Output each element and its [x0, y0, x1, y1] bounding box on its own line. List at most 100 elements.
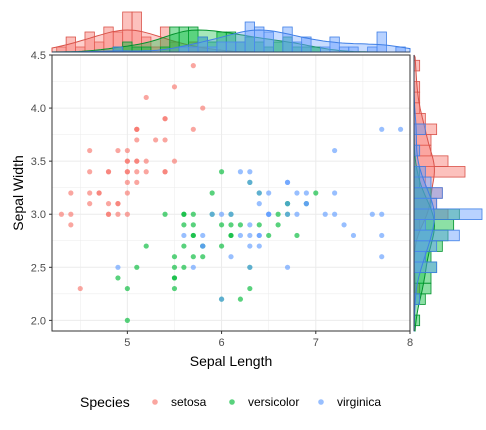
point-setosa	[153, 137, 159, 143]
point-versicolor	[275, 211, 281, 217]
point-setosa	[134, 179, 140, 185]
point-versicolor	[247, 285, 253, 292]
point-virginica	[266, 211, 272, 217]
point-versicolor	[143, 243, 149, 249]
point-virginica	[209, 211, 215, 217]
point-virginica	[228, 211, 234, 217]
point-versicolor	[275, 222, 281, 228]
y-tick-label: 2.5	[31, 262, 46, 274]
point-versicolor	[115, 275, 121, 281]
point-virginica	[247, 264, 253, 270]
point-setosa	[124, 211, 130, 217]
point-setosa	[134, 169, 140, 175]
point-virginica	[218, 296, 225, 302]
point-versicolor	[181, 211, 187, 217]
top-marginal-histogram	[51, 11, 411, 53]
point-virginica	[190, 264, 196, 270]
plot-border	[51, 54, 411, 332]
point-setosa	[200, 105, 206, 111]
y-tick-label: 2.0	[31, 315, 46, 327]
point-virginica	[247, 243, 253, 249]
legend-title: Species	[80, 394, 130, 410]
point-setosa	[68, 222, 74, 228]
point-versicolor	[171, 254, 178, 260]
point-virginica	[200, 232, 206, 239]
legend-label-setosa: setosa	[171, 395, 207, 409]
point-setosa	[105, 201, 112, 207]
legend-key-setosa	[152, 399, 158, 405]
point-versicolor	[209, 190, 215, 196]
point-versicolor	[218, 222, 225, 228]
y-tick-label: 3.5	[31, 156, 46, 168]
point-virginica	[369, 211, 375, 217]
point-virginica	[247, 222, 253, 228]
point-setosa	[124, 169, 130, 175]
point-virginica	[294, 190, 300, 196]
point-virginica	[237, 169, 244, 175]
data-points	[58, 63, 404, 323]
point-virginica	[256, 232, 262, 239]
point-virginica	[284, 201, 291, 207]
point-versicolor	[294, 232, 300, 239]
point-setosa	[190, 63, 196, 69]
point-virginica	[256, 243, 262, 249]
point-virginica	[332, 211, 338, 217]
point-versicolor	[200, 254, 206, 260]
point-virginica	[247, 169, 253, 175]
point-versicolor	[134, 264, 140, 270]
point-setosa	[68, 190, 74, 196]
point-setosa	[124, 147, 130, 154]
point-setosa	[143, 158, 149, 164]
point-virginica	[256, 190, 262, 196]
point-versicolor	[124, 285, 130, 292]
point-setosa	[171, 84, 178, 90]
point-virginica	[256, 201, 262, 207]
legend: Species setosa versicolor virginica	[80, 394, 381, 410]
point-versicolor	[171, 275, 178, 281]
point-virginica	[115, 264, 121, 270]
point-virginica	[332, 190, 338, 196]
point-versicolor	[190, 232, 196, 239]
point-virginica	[350, 232, 357, 239]
legend-label-versicolor: versicolor	[248, 395, 299, 409]
y-tick-label: 4.5	[31, 50, 46, 62]
point-setosa	[58, 211, 65, 217]
point-setosa	[134, 137, 140, 143]
point-versicolor	[190, 211, 196, 217]
point-versicolor	[237, 296, 244, 302]
point-virginica	[379, 232, 385, 239]
point-versicolor	[181, 264, 187, 270]
point-setosa	[115, 147, 121, 154]
point-versicolor	[228, 222, 234, 228]
point-versicolor	[171, 285, 178, 292]
legend-key-versicolor	[229, 399, 235, 405]
point-virginica	[266, 190, 272, 196]
point-versicolor	[228, 232, 234, 239]
point-setosa	[143, 94, 149, 101]
y-tick-label: 4.0	[31, 103, 46, 115]
point-setosa	[143, 169, 149, 175]
point-virginica	[303, 201, 309, 207]
point-setosa	[162, 169, 168, 175]
point-virginica	[379, 126, 385, 132]
point-virginica	[322, 211, 328, 217]
point-virginica	[284, 179, 291, 185]
point-virginica	[284, 211, 291, 217]
plot-panel	[52, 55, 410, 331]
point-setosa	[105, 169, 112, 175]
point-versicolor	[218, 169, 225, 175]
legend-label-virginica: virginica	[337, 395, 381, 409]
point-versicolor	[181, 243, 187, 249]
point-versicolor	[190, 222, 196, 228]
x-axis-ticks: 5 6 7 8	[124, 331, 413, 349]
x-tick-label: 8	[407, 337, 413, 349]
point-virginica	[284, 264, 291, 270]
point-virginica	[228, 254, 234, 260]
y-tick-label: 3.0	[31, 209, 46, 221]
point-setosa	[162, 137, 168, 143]
point-setosa	[134, 158, 140, 164]
point-versicolor	[162, 211, 168, 217]
point-setosa	[87, 147, 93, 154]
point-setosa	[87, 169, 93, 175]
point-setosa	[115, 211, 121, 217]
